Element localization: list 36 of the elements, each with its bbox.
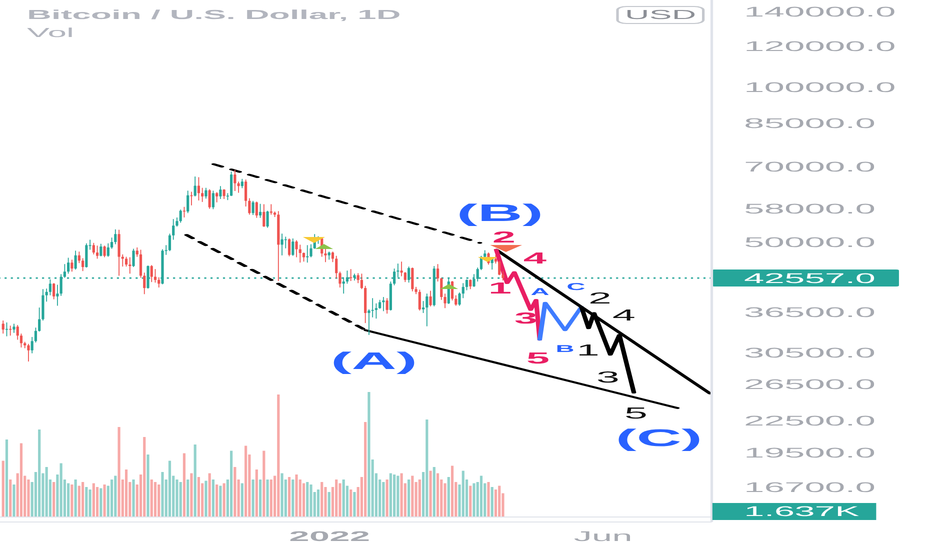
annotation: 3 xyxy=(596,368,620,386)
y-tick-label: 26500.0 xyxy=(744,376,876,392)
chart-title: Vol xyxy=(27,25,74,41)
y-tick-label: 100000.0 xyxy=(744,79,896,95)
annotation: C xyxy=(566,281,586,293)
y-tick-label: 19500.0 xyxy=(744,444,876,460)
annotation: (B) xyxy=(456,200,544,226)
text: Bitcoin / U.S. Dollar, 1D xyxy=(27,7,401,23)
y-tick-label: 58000.0 xyxy=(744,200,876,217)
y-tick-label: 140000.0 xyxy=(744,4,896,20)
text: 1.637K xyxy=(712,503,876,520)
annotation: USD xyxy=(617,6,704,24)
ref-line-label: 42557.0 xyxy=(744,270,876,286)
y-tick-label: 16700.0 xyxy=(744,479,876,496)
annotation: 1 xyxy=(488,278,512,298)
y-tick-label: 36500.0 xyxy=(744,304,876,320)
annotation: (C) xyxy=(616,424,702,452)
annotation: 5 xyxy=(526,348,550,368)
x-tick-label: 2022 xyxy=(289,528,370,544)
y-tick-label: 30500.0 xyxy=(744,344,876,360)
annotation: 4 xyxy=(612,306,636,324)
annotation: 2 xyxy=(492,228,516,246)
annotation: B xyxy=(556,343,574,355)
annotation: 1 xyxy=(576,340,600,360)
annotation: 3 xyxy=(514,308,538,328)
y-tick-label: 22500.0 xyxy=(744,412,876,428)
y-tick-label: 70000.0 xyxy=(744,158,876,175)
y-tick-label: 50000.0 xyxy=(744,234,876,250)
annotation: 4 xyxy=(523,248,548,268)
y-tick-label: 85000.0 xyxy=(744,115,876,132)
y-tick-label: 120000.0 xyxy=(744,38,896,54)
annotation: 5 xyxy=(624,404,648,422)
x-tick-label: Jun xyxy=(574,528,632,544)
annotation: (A) xyxy=(330,348,418,374)
annotation: A xyxy=(530,286,550,298)
annotation: 2 xyxy=(588,288,612,308)
